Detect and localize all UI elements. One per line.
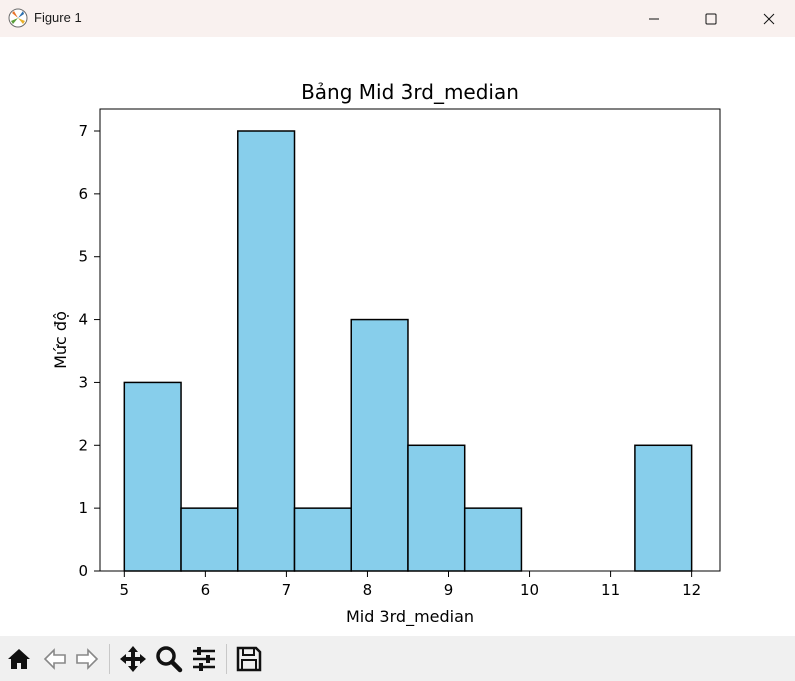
save-button[interactable]	[234, 644, 264, 674]
y-tick-label: 1	[78, 499, 88, 517]
save-icon	[236, 646, 262, 672]
zoom-button[interactable]	[154, 644, 184, 674]
histogram-bar	[293, 507, 352, 572]
x-tick-label: 11	[601, 581, 620, 599]
forward-icon	[76, 648, 99, 670]
x-tick-label: 12	[682, 581, 701, 599]
y-axis-ticks: 0 1 2 3 4 5 6 7	[78, 122, 100, 580]
histogram-bar	[634, 444, 693, 572]
histogram-bar	[407, 444, 466, 572]
close-button[interactable]	[746, 0, 792, 37]
x-axis-ticks: 5 6 7 8 9 10 11 12	[120, 571, 701, 599]
configure-subplots-button[interactable]	[189, 644, 219, 674]
forward-button[interactable]	[72, 644, 102, 674]
y-tick-label: 7	[78, 122, 88, 140]
bars-group	[123, 130, 693, 572]
y-tick-label: 2	[78, 436, 88, 454]
x-tick-label: 9	[444, 581, 454, 599]
y-tick-label: 3	[78, 373, 88, 391]
minimize-icon	[649, 18, 659, 19]
back-button[interactable]	[40, 644, 70, 674]
maximize-button[interactable]	[688, 0, 734, 37]
close-icon	[763, 13, 775, 24]
histogram-bar	[180, 507, 239, 572]
y-tick-label: 4	[78, 311, 88, 329]
histogram-bar	[123, 381, 182, 572]
x-tick-label: 6	[201, 581, 211, 599]
y-tick-label: 0	[78, 562, 88, 580]
y-tick-label: 5	[78, 248, 88, 266]
home-icon	[8, 649, 30, 669]
x-tick-label: 8	[363, 581, 373, 599]
toolbar-separator	[109, 644, 110, 674]
histogram-bar	[350, 318, 409, 572]
navigation-toolbar	[0, 636, 795, 681]
chart-title: Bảng Mid 3rd_median	[301, 80, 519, 104]
x-tick-label: 7	[282, 581, 292, 599]
back-icon	[43, 648, 66, 670]
window-title: Figure 1	[34, 10, 82, 25]
zoom-icon	[156, 646, 183, 673]
y-tick-label: 6	[78, 185, 88, 203]
maximize-icon	[705, 13, 717, 24]
toolbar-separator	[226, 644, 227, 674]
histogram-bar	[237, 130, 296, 572]
window-titlebar: Figure 1	[0, 0, 795, 37]
configure-subplots-icon	[193, 647, 215, 671]
matplotlib-icon	[8, 8, 28, 28]
x-tick-label: 10	[520, 581, 539, 599]
histogram-chart: Bảng Mid 3rd_median 5 6 7 8 9 10 11 12 01234567…	[51, 80, 721, 627]
minimize-button[interactable]	[631, 0, 677, 37]
pan-button[interactable]	[118, 644, 148, 674]
histogram-bar	[463, 507, 523, 572]
axes-frame	[99, 108, 721, 572]
y-axis-label: Mức độ	[51, 311, 70, 369]
home-button[interactable]	[4, 644, 34, 674]
x-axis-label: Mid 3rd_median	[346, 607, 474, 627]
x-tick-label: 5	[120, 581, 130, 599]
pan-icon	[120, 646, 146, 672]
